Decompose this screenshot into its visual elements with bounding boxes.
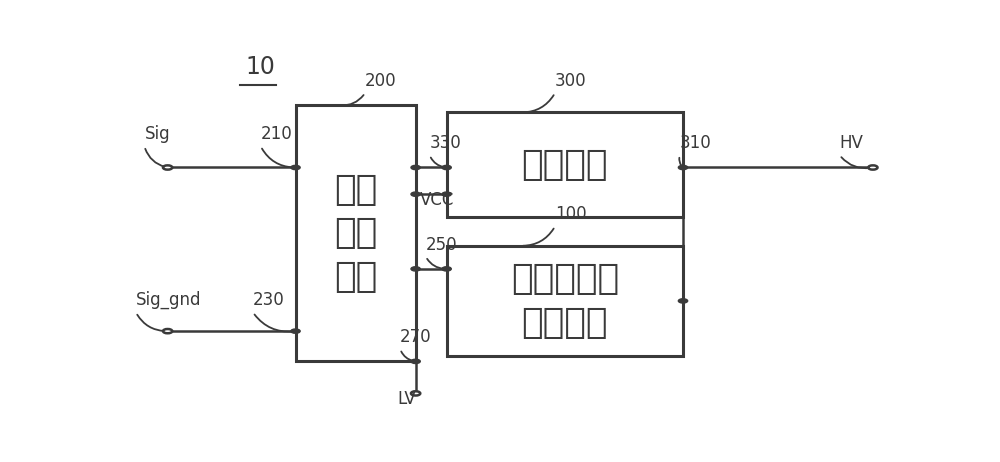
Circle shape — [163, 165, 172, 170]
Circle shape — [411, 267, 420, 271]
Circle shape — [868, 165, 878, 170]
Circle shape — [411, 192, 420, 196]
Text: 270: 270 — [400, 328, 432, 346]
Circle shape — [291, 329, 300, 333]
Text: 250: 250 — [426, 236, 457, 254]
Text: 半导体功率
开关电路: 半导体功率 开关电路 — [511, 262, 619, 340]
Text: Sig_gnd: Sig_gnd — [136, 291, 201, 310]
Text: 230: 230 — [253, 292, 285, 310]
Text: LV: LV — [397, 390, 416, 408]
Text: HV: HV — [840, 134, 863, 152]
Text: 210: 210 — [261, 125, 292, 143]
Bar — [447, 112, 683, 217]
Circle shape — [442, 165, 451, 170]
Circle shape — [678, 299, 688, 303]
Circle shape — [163, 329, 172, 333]
Text: 100: 100 — [555, 205, 587, 223]
Text: 200: 200 — [365, 72, 397, 90]
Text: 电平
转换
电路: 电平 转换 电路 — [334, 173, 377, 294]
Text: VCC: VCC — [420, 191, 454, 209]
Circle shape — [291, 165, 300, 170]
Text: 330: 330 — [430, 134, 461, 152]
Text: 300: 300 — [555, 72, 587, 90]
Circle shape — [678, 165, 688, 170]
Circle shape — [442, 267, 451, 271]
Circle shape — [411, 359, 420, 364]
Text: 10: 10 — [245, 55, 275, 79]
Circle shape — [442, 192, 451, 196]
Circle shape — [411, 165, 420, 170]
Text: Sig: Sig — [144, 125, 170, 143]
Text: 供电电路: 供电电路 — [522, 148, 608, 182]
Circle shape — [411, 391, 420, 395]
Text: 310: 310 — [680, 134, 712, 152]
Bar — [296, 105, 416, 361]
Bar — [447, 246, 683, 356]
